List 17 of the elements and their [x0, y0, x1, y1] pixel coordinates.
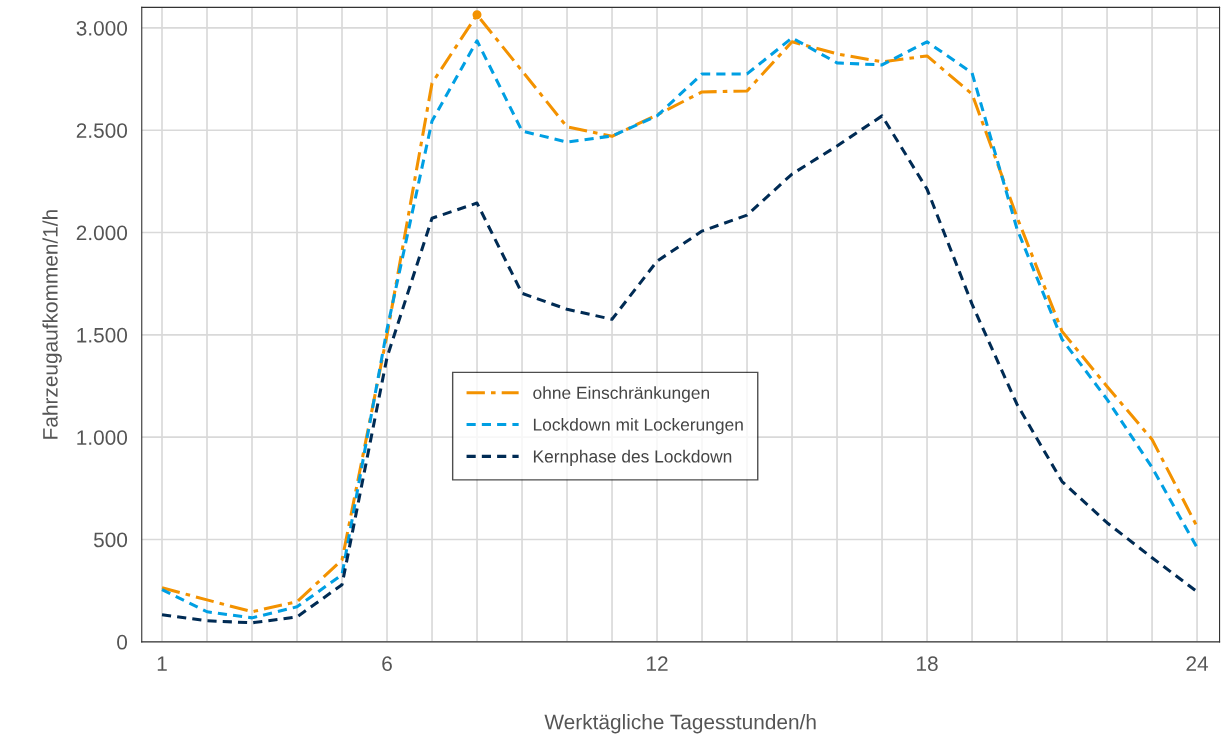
y-tick-label: 2.500 [76, 123, 128, 138]
legend-label: ohne Einschränkungen [533, 386, 709, 403]
legend-label: Kernphase des Lockdown [533, 449, 732, 467]
y-tick-label: 2.000 [76, 225, 128, 241]
y-tick-label: 500 [93, 532, 128, 548]
y-tick-label: 1.000 [77, 430, 128, 445]
y-tick-label: 3.000 [76, 20, 128, 36]
y-axis-title: Fahrzeugaufkommen/1/h [42, 210, 62, 439]
x-tick-label: 1 [157, 656, 167, 671]
x-tick-label: 24 [1186, 656, 1209, 671]
legend-label: Lockdown mit Lockerungen [533, 418, 743, 435]
y-tick-label: 0 [117, 634, 128, 650]
x-axis-title: Werktägliche Tagesstunden/h [544, 714, 816, 734]
y-tick-label: 1.500 [77, 327, 128, 343]
x-tick-label: 18 [917, 656, 938, 672]
x-tick-label: 12 [647, 656, 668, 671]
x-tick-label: 6 [382, 656, 392, 672]
